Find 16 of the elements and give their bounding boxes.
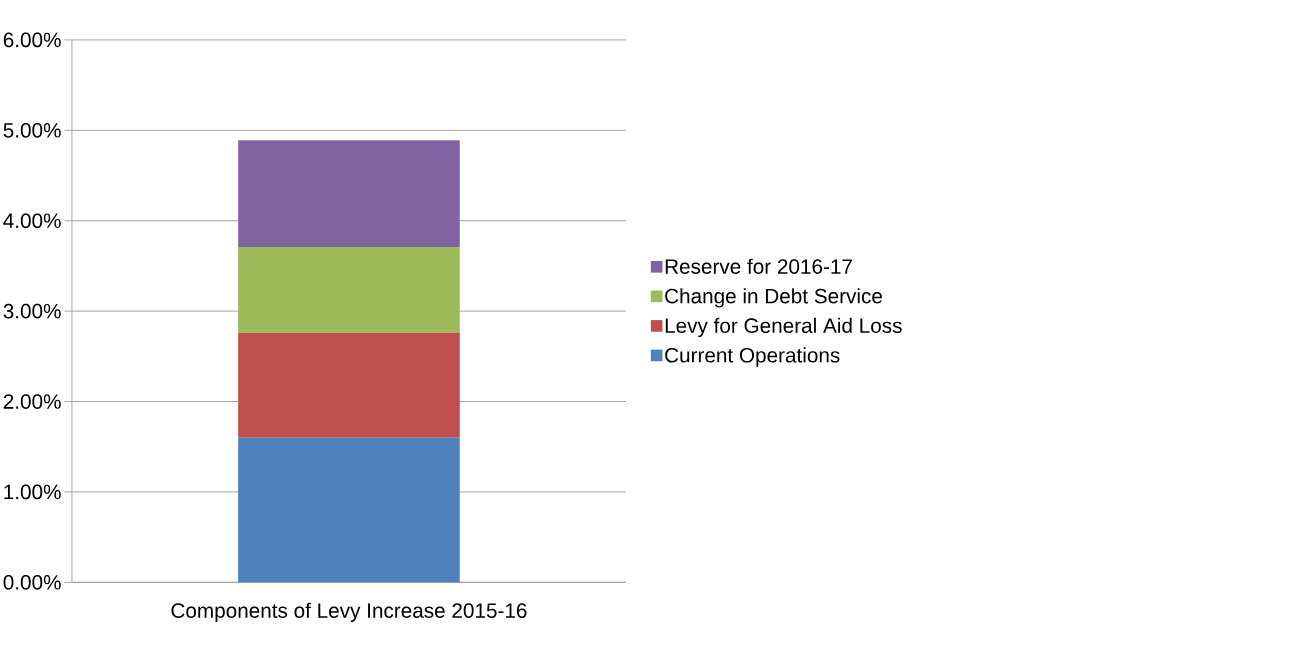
y-tick-label: 5.00% <box>3 123 61 138</box>
bar <box>238 140 460 248</box>
bar <box>238 437 460 583</box>
y-tick-label: 6.00% <box>3 32 61 48</box>
y-tick-label: 2.00% <box>3 394 61 410</box>
x-tick-label: Components of Levy Increase 2015-16 <box>171 602 527 623</box>
legend-label: Current Operations <box>665 347 840 367</box>
bar <box>238 333 460 438</box>
legend-label: Levy for General Aid Loss <box>665 317 902 338</box>
y-tick-label: 3.00% <box>3 304 61 319</box>
y-tick-label: 0.00% <box>3 575 61 590</box>
legend-label: Reserve for 2016-17 <box>665 258 852 275</box>
bar <box>238 247 460 334</box>
legend-label: Change in Debt Service <box>665 288 882 308</box>
y-tick-label: 1.00% <box>4 484 61 500</box>
y-tick-label: 4.00% <box>3 213 61 229</box>
